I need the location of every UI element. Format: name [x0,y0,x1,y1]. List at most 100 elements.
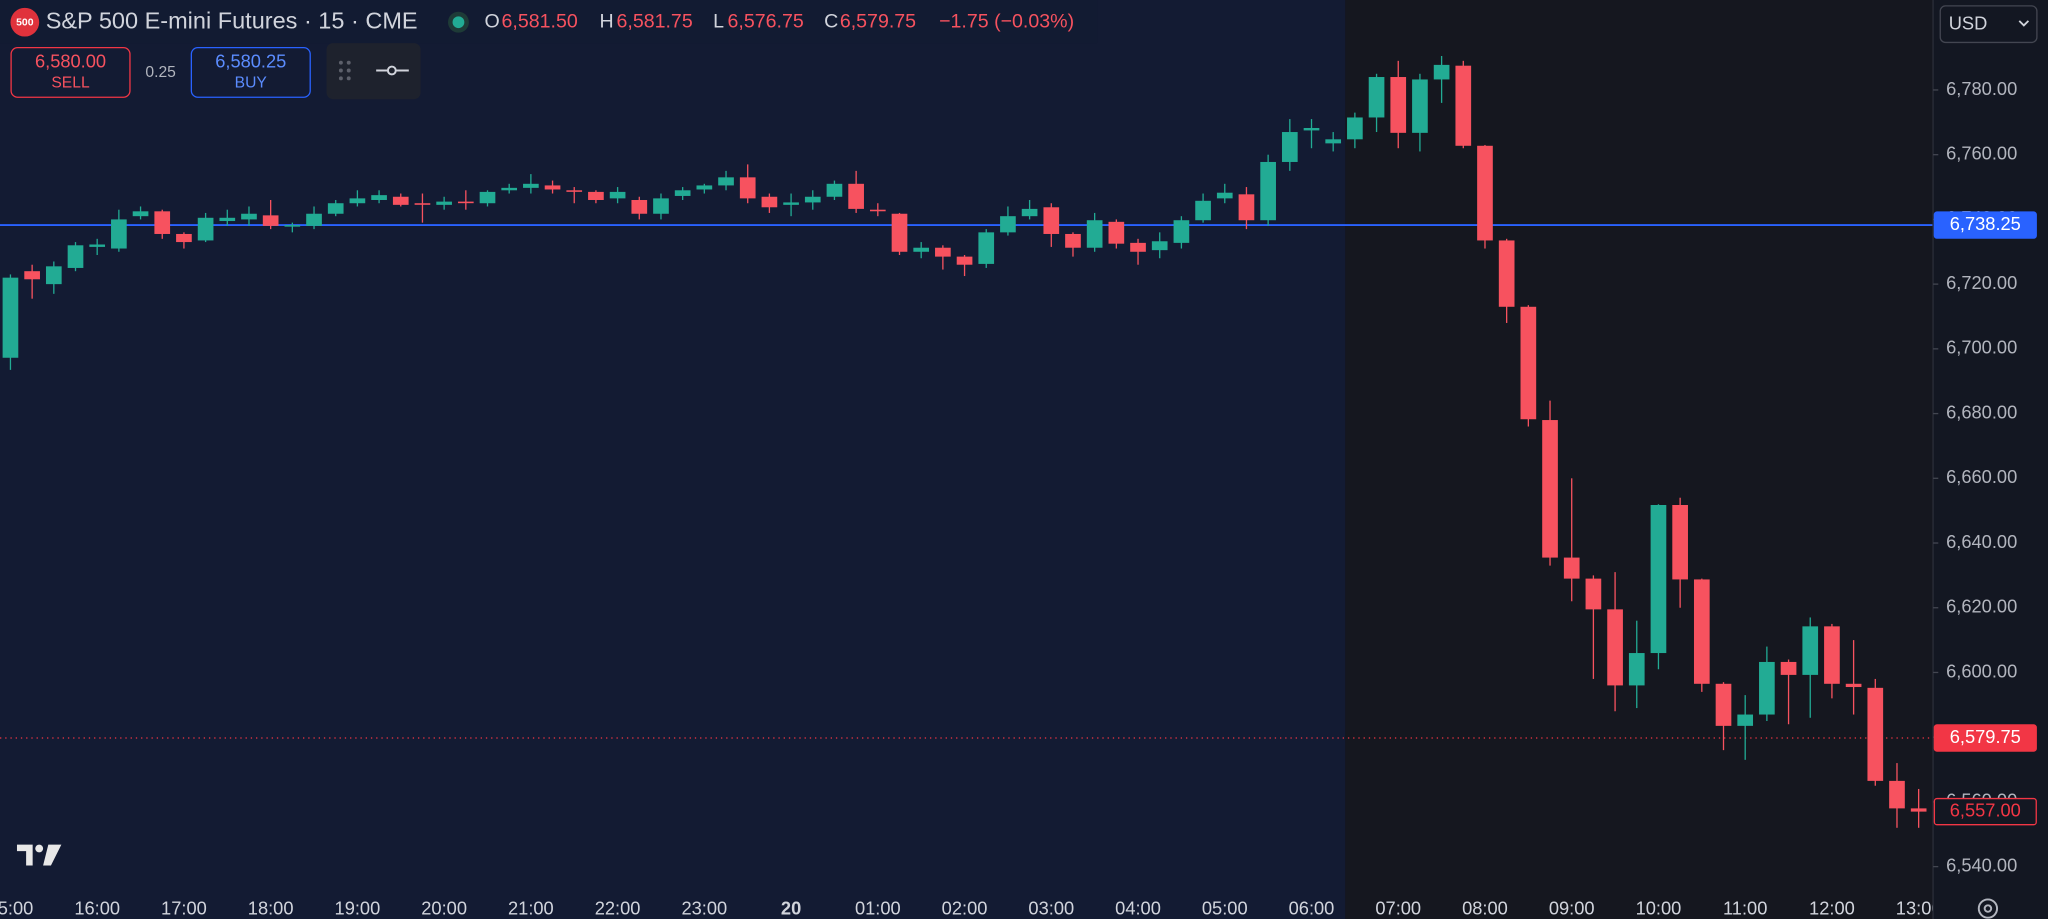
candle-body [241,213,257,220]
status-dot [452,16,465,29]
candle-body [132,211,149,217]
ohlc-value: 6,581.50 [502,10,578,32]
drawing-widget[interactable] [326,43,421,100]
candle-body [457,201,474,204]
candle-body [588,191,604,200]
candle-body [696,185,713,190]
y-tick-label: 6,660.00 [1946,466,2017,487]
buy-price[interactable]: 6,580.25 [215,50,286,71]
candle-body [1889,780,1905,809]
y-tick-label: 6,680.00 [1946,401,2017,422]
candle-body [1347,117,1363,140]
candle-body [1065,233,1081,248]
candle-body [1563,557,1580,579]
ohlc-label: C [824,10,838,32]
sell-label[interactable]: SELL [51,75,90,92]
horizontal_line-tag [1933,211,2037,239]
tv-logo [16,844,62,866]
currency[interactable]: USD [1949,13,1988,34]
widget-box[interactable] [326,43,421,100]
candle-body [783,202,799,205]
sell-price[interactable]: 6,580.00 [35,50,106,71]
y-tick-label: 6,540.00 [1946,854,2017,875]
buy-box[interactable] [190,46,311,98]
candle-body [1325,139,1342,144]
buy-label[interactable]: BUY [235,75,268,92]
candle-body [327,203,344,214]
candle-body [1368,77,1385,118]
candle-body [1195,200,1211,221]
candle-body [1824,626,1840,684]
buy-button[interactable]: 6,580.25 BUY [190,46,311,98]
x-tick-label: 18:00 [248,898,294,919]
candle-body [631,199,648,214]
candle-body [1303,127,1320,131]
candle-body [197,217,214,241]
candle-body [1390,77,1407,133]
candle-body [1455,65,1472,146]
candle-body [826,183,843,197]
chevron [2018,20,2030,27]
candle-body [1672,504,1688,580]
y-tick-label: 6,620.00 [1946,596,2017,617]
horizontal_line-label: 6,738.25 [1950,213,2021,234]
symbol-title: S&P 500 E-mini Futures · 15 · CME [46,7,418,33]
candle-body [523,183,539,188]
settings-icon[interactable] [1977,898,1999,919]
y-tick-label: 6,700.00 [1946,337,2017,358]
candle-body [1130,242,1146,252]
ohlc-value: 6,581.75 [616,10,692,32]
extended-background [1345,0,1934,919]
candle-body [67,245,84,268]
candle-body [1281,132,1298,162]
candle-body [154,211,171,234]
candle-body [566,190,583,192]
candle-body [2,277,19,358]
candle-body [24,271,40,280]
candle-body [1628,653,1645,686]
gear[interactable] [1977,898,1999,919]
candle-body [262,215,279,226]
x-tick-label: 21:00 [508,898,554,919]
candle-body [1412,79,1428,133]
spread: 0.25 [145,64,176,81]
candle-body [1151,241,1168,251]
candle-body [1693,579,1710,684]
sell-box[interactable] [10,46,131,98]
close_line-tag [1933,724,2037,752]
candle-body [1759,661,1775,715]
currency-dropdown[interactable]: USD [1939,5,2038,44]
candle-body [609,191,626,199]
candle-body [978,232,995,264]
ohlc-label: H [600,10,614,32]
ohlc-value: 6,576.75 [728,10,804,32]
currency-box[interactable] [1939,5,2038,44]
x-tick-label: 02:00 [942,898,988,919]
candle-body [653,198,669,214]
sell-button[interactable]: 6,580.00 SELL [10,46,131,98]
symbol-logo [10,7,40,37]
price-axis-background [1933,0,2048,919]
candle-body [761,196,778,208]
candle-body [935,247,951,257]
candle-body [1607,609,1623,686]
candle-body [111,219,127,249]
header: 500 S&P 500 E-mini Futures · 15 · CME O … [0,0,1098,44]
x-tick-label: 01:00 [855,898,901,919]
x-tick-label: 22:00 [595,898,641,919]
candle-body [219,217,236,222]
plot: 15:00 16:00 17:00 18:00 19:00 20:00 21:00 22:00… [0,55,1942,919]
y-tick-label: 6,640.00 [1946,531,2017,552]
x-tick-label: 19:00 [335,898,381,919]
candle-body [1260,161,1276,221]
x-tick-label: 12:00 [1809,898,1855,919]
candle-body [1173,220,1190,243]
candle-body [1498,240,1515,307]
x-tick-label: 13:00 [1896,898,1942,919]
slider-knob [386,65,397,76]
candle-body [869,209,886,212]
candle-body [1910,808,1927,812]
candle-body [1086,220,1103,248]
candle-body [414,203,431,205]
